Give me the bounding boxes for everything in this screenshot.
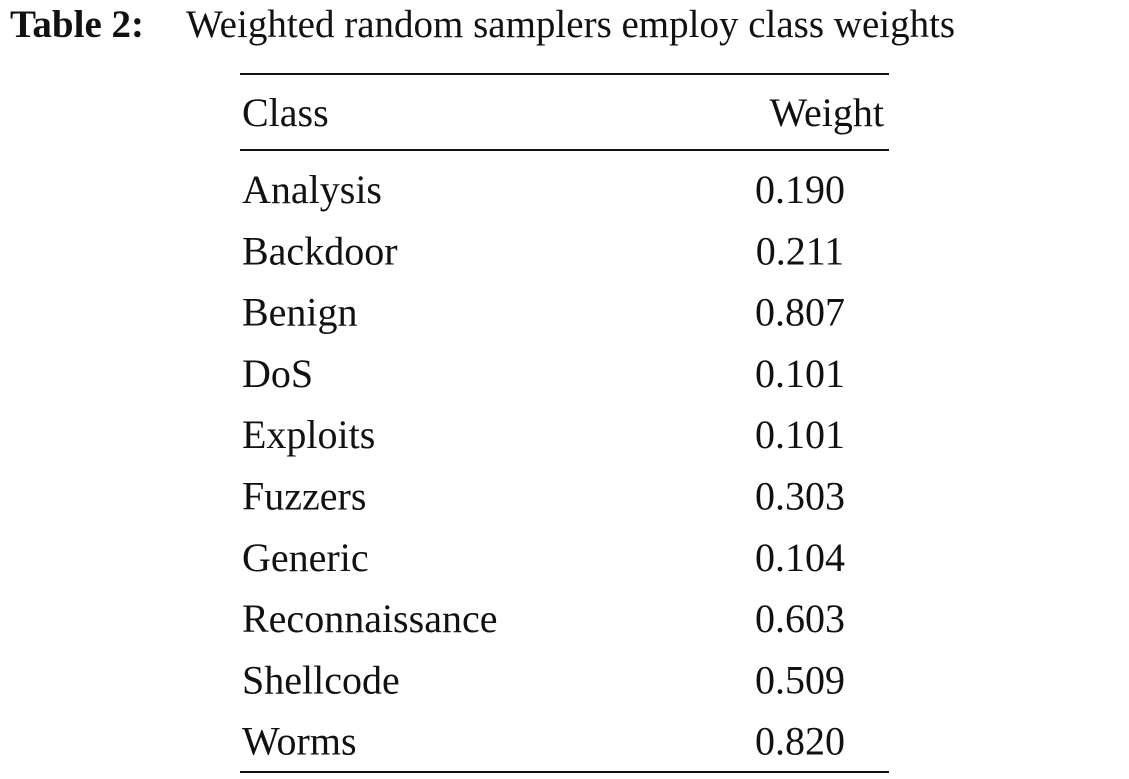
weight-cell: 0.303 (755, 474, 845, 519)
class-cell: Backdoor (242, 228, 398, 273)
caption-text: Weighted random samplers employ class we… (186, 3, 955, 46)
class-cell: Fuzzers (242, 474, 366, 519)
weight-cell: 0.211 (756, 228, 845, 273)
class-cell: Shellcode (242, 657, 400, 702)
class-cell: Worms (242, 719, 357, 764)
caption-label: Table 2: (10, 3, 144, 46)
weight-cell: 0.603 (755, 596, 845, 641)
class-cell: Benign (242, 290, 358, 335)
weight-cell: 0.820 (755, 719, 845, 764)
weight-cell: 0.101 (755, 412, 845, 457)
class-cell: DoS (242, 351, 313, 396)
header-cell: Class (242, 90, 329, 135)
weight-cell: 0.101 (755, 351, 845, 396)
class-cell: Reconnaissance (242, 596, 497, 641)
weight-cell: 0.509 (755, 657, 845, 702)
class-cell: Generic (242, 535, 369, 580)
weight-cell: 0.104 (755, 535, 845, 580)
weight-cell: 0.190 (755, 167, 845, 212)
header-cell: Weight (769, 90, 884, 135)
weight-cell: 0.807 (755, 290, 845, 335)
class-cell: Exploits (242, 412, 375, 457)
class-cell: Analysis (242, 167, 382, 212)
